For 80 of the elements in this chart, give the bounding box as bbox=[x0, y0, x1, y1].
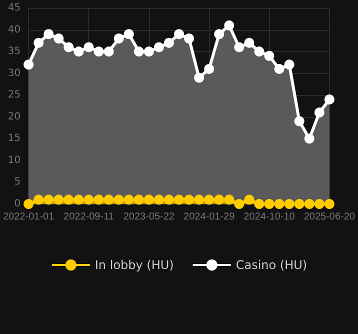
point bbox=[314, 108, 324, 118]
point bbox=[114, 194, 124, 205]
point bbox=[144, 46, 154, 57]
point bbox=[304, 134, 314, 144]
point bbox=[74, 46, 84, 57]
point bbox=[174, 29, 184, 40]
point bbox=[24, 60, 34, 70]
y-tick-label: 10 bbox=[8, 154, 21, 166]
y-tick-label: 0 bbox=[14, 198, 21, 210]
point bbox=[84, 42, 94, 52]
point bbox=[284, 60, 294, 70]
point bbox=[44, 29, 54, 40]
point bbox=[194, 194, 204, 205]
point bbox=[294, 199, 304, 209]
y-tick-label: 5 bbox=[14, 176, 21, 188]
point bbox=[54, 33, 64, 44]
point bbox=[174, 194, 184, 205]
point bbox=[254, 46, 264, 57]
legend-label: In lobby (HU) bbox=[94, 258, 174, 272]
x-tick-label: 2023-05-22 bbox=[123, 212, 175, 222]
point bbox=[224, 194, 234, 205]
x-tick-label: 2022-09-11 bbox=[64, 212, 114, 222]
x-tick-label: 2025-06-20 bbox=[304, 212, 356, 222]
x-tick-label: 2022-01-01 bbox=[3, 212, 55, 222]
point bbox=[134, 194, 144, 205]
point bbox=[234, 42, 244, 52]
point bbox=[244, 194, 254, 205]
point bbox=[214, 29, 224, 40]
point bbox=[234, 199, 244, 209]
point bbox=[184, 194, 194, 205]
point bbox=[274, 64, 284, 74]
x-tick-label: 2024-10-10 bbox=[244, 212, 296, 222]
point bbox=[314, 199, 324, 209]
point bbox=[304, 199, 314, 209]
y-tick-label: 30 bbox=[8, 68, 21, 79]
point bbox=[194, 72, 204, 83]
point bbox=[94, 194, 104, 205]
point bbox=[184, 33, 194, 44]
legend-label: Casino (HU) bbox=[236, 258, 308, 272]
point bbox=[164, 194, 174, 205]
point bbox=[274, 199, 284, 209]
point bbox=[224, 20, 234, 30]
point bbox=[94, 46, 104, 57]
point bbox=[74, 194, 84, 205]
y-tick-label: 15 bbox=[8, 133, 21, 144]
point bbox=[134, 46, 144, 57]
point bbox=[154, 194, 164, 205]
point bbox=[104, 46, 114, 57]
point bbox=[64, 42, 74, 52]
point bbox=[154, 42, 164, 52]
point bbox=[284, 199, 294, 209]
x-tick-label: 2024-01-29 bbox=[184, 212, 236, 222]
point bbox=[64, 194, 74, 205]
point bbox=[294, 116, 304, 126]
point bbox=[34, 194, 44, 205]
point bbox=[124, 29, 134, 40]
y-tick-label: 35 bbox=[8, 46, 21, 58]
point bbox=[324, 199, 334, 209]
point bbox=[44, 194, 54, 205]
y-tick-label: 20 bbox=[8, 111, 21, 122]
point bbox=[34, 38, 44, 48]
point bbox=[84, 194, 94, 205]
point bbox=[104, 194, 114, 205]
point bbox=[244, 38, 254, 48]
point bbox=[144, 194, 154, 205]
point bbox=[54, 194, 64, 205]
point bbox=[324, 94, 334, 104]
point bbox=[24, 199, 34, 209]
point bbox=[264, 199, 274, 209]
y-tick-label: 40 bbox=[8, 24, 21, 36]
point bbox=[114, 33, 124, 44]
y-tick-label: 25 bbox=[8, 90, 21, 101]
point bbox=[264, 50, 274, 61]
point bbox=[124, 194, 134, 205]
point bbox=[254, 199, 264, 209]
point bbox=[214, 194, 224, 205]
y-tick-label: 45 bbox=[8, 2, 21, 14]
point bbox=[204, 194, 214, 205]
point bbox=[204, 64, 214, 74]
point bbox=[164, 38, 174, 48]
